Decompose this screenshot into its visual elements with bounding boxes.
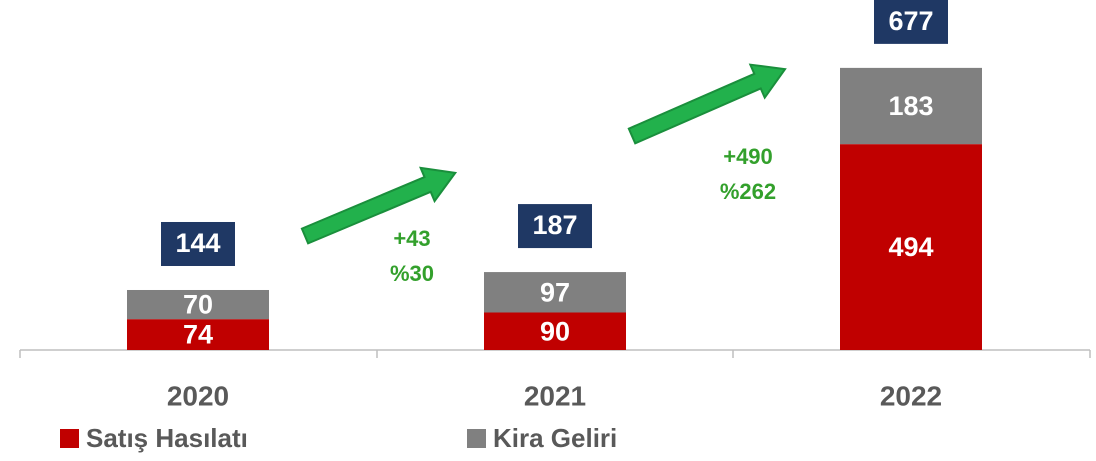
bar-segment [484, 272, 626, 313]
legend-swatch [467, 429, 486, 448]
bar-segment [484, 312, 626, 350]
legend-label: Satış Hasılatı [86, 423, 248, 453]
change-label: +43 [393, 226, 430, 251]
total-box [161, 221, 235, 266]
total-label: 677 [888, 6, 933, 36]
value-label: 90 [540, 316, 570, 346]
x-tick-label: 2020 [167, 380, 229, 411]
change-label: +490 [723, 144, 773, 169]
growth-arrow [300, 166, 458, 245]
bar-segment [840, 67, 982, 145]
legend-label: Kira Geliri [493, 423, 617, 453]
value-label: 494 [888, 232, 933, 262]
value-label: 70 [183, 290, 213, 320]
total-label: 187 [532, 210, 577, 240]
x-tick-label: 2022 [880, 380, 942, 411]
value-label: 74 [183, 320, 213, 350]
total-box [874, 0, 948, 44]
percent-label: %262 [720, 179, 776, 204]
total-box [518, 204, 592, 249]
bar-segment [840, 144, 982, 350]
value-label: 183 [888, 91, 933, 121]
legend-swatch [60, 429, 79, 448]
growth-arrow [627, 63, 787, 145]
x-tick-label: 2021 [524, 380, 586, 411]
percent-label: %30 [390, 261, 434, 286]
bar-segment [127, 319, 269, 350]
value-label: 97 [540, 277, 570, 307]
total-label: 144 [175, 228, 220, 258]
bar-segment [127, 289, 269, 320]
